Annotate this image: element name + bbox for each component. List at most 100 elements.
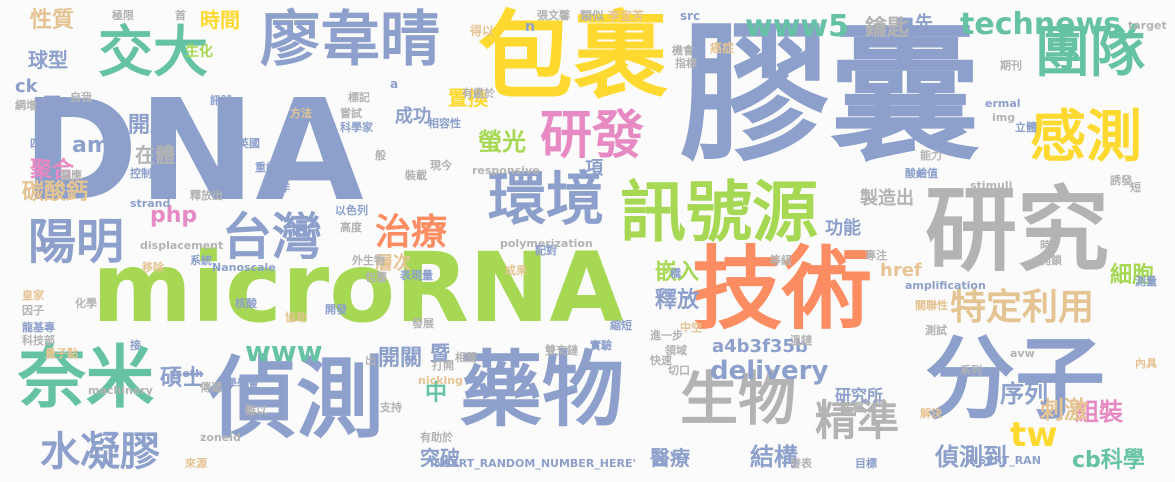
word: 研究 [925, 177, 1110, 284]
word: php [150, 203, 198, 228]
word: 立體 [1015, 121, 1037, 134]
word: 快速 [650, 354, 672, 367]
word: 成果 [505, 264, 527, 277]
word: 切口 [668, 364, 690, 377]
word: 開發 [325, 303, 347, 316]
word: 難以 [245, 404, 267, 417]
word: 般 [375, 149, 386, 162]
word: _blank' [55, 107, 99, 120]
word: 現今 [430, 159, 452, 172]
word: 嘗試 [340, 107, 362, 120]
word: 縮短 [610, 319, 632, 332]
word: ermal [985, 97, 1021, 110]
word: 項 [585, 158, 603, 179]
word: 標記 [348, 91, 370, 104]
word: 偵測到 [935, 443, 1007, 471]
word: 在體 [135, 143, 175, 167]
word: 暨 [430, 341, 450, 365]
word: 以色列 [335, 204, 368, 217]
word: 四 [30, 137, 41, 150]
word: 先 [915, 13, 933, 34]
word: 包裹 [478, 2, 669, 112]
word: 出 [365, 354, 376, 367]
word: 審應 [60, 169, 82, 182]
word: 關聯性 [915, 299, 948, 312]
word: 皇家 [22, 289, 44, 302]
word: cb科學 [1072, 448, 1145, 473]
word: 等級 [770, 254, 792, 267]
word: 專注 [865, 249, 887, 262]
word: 英國 [238, 137, 260, 150]
word: 精準 [815, 396, 900, 445]
word: 量子點 [45, 347, 78, 360]
word: 特定利用 [950, 287, 1095, 328]
word: 置換 [448, 86, 488, 110]
word: www5 [745, 9, 850, 44]
word: ck [15, 76, 38, 97]
word: img [992, 111, 1016, 124]
word: 核酸 [235, 297, 257, 310]
word: 陽明 [28, 214, 125, 270]
word: 來源 [185, 457, 207, 470]
word: 水凝膠 [40, 429, 160, 475]
word: 訊號源 [620, 174, 818, 251]
word: 交大 [98, 20, 209, 84]
word: src [680, 9, 701, 23]
word: href [880, 260, 922, 281]
word: 實驗 [590, 339, 612, 352]
word: amplification [905, 279, 986, 292]
word: 李宜芳 [608, 9, 645, 23]
word: 橋 [670, 267, 681, 280]
word: 龍基專 [22, 321, 55, 334]
word: 層次 [375, 253, 411, 274]
word: technews [960, 7, 1122, 42]
word: 螢光 [478, 128, 526, 156]
word: 機會 [672, 44, 694, 57]
word: 團隊 [1035, 20, 1146, 84]
word: www [245, 335, 323, 368]
word: 發展 [412, 317, 434, 330]
word: 化學 [75, 297, 97, 310]
word: a [390, 77, 399, 91]
word: INSERT_RAN [965, 454, 1041, 467]
word: 領域 [665, 344, 687, 357]
word: 控制 [130, 167, 152, 180]
word: 雙交鏈 [545, 344, 578, 357]
word: 首 [175, 9, 186, 22]
word: Nanoscale [212, 261, 276, 274]
word: 溫鏈 [790, 334, 812, 347]
word: 測試 [925, 324, 947, 337]
word: 相容性 [428, 117, 461, 130]
word: 短 [1130, 181, 1141, 194]
word: 合作 [268, 181, 290, 194]
word: 傳遞 [200, 381, 222, 394]
word: 台灣 [222, 208, 322, 266]
word: responsive [472, 164, 540, 177]
word: 外生物 [352, 254, 385, 267]
word: 化學學會 [215, 377, 259, 390]
word: 張文馨 [537, 9, 570, 22]
word: 癌症 [710, 41, 735, 55]
word: 開關 [378, 346, 423, 371]
word: 層 [42, 93, 62, 117]
word: 科學家 [340, 121, 373, 134]
word: 碳酸鈣 [22, 180, 89, 205]
word: 方法 [290, 107, 312, 120]
word: 研究所 [835, 386, 884, 405]
word: 碩士 [160, 366, 205, 391]
word: 生醫 [842, 401, 864, 414]
word: 期刊 [1000, 59, 1022, 72]
word: 醫療 [650, 446, 690, 470]
word: 性質 [30, 8, 75, 33]
word: 細胞 [1110, 263, 1155, 288]
word: 系列 [960, 364, 982, 377]
word: 球型 [28, 48, 68, 72]
word: 重組 [255, 161, 277, 174]
word: 移除 [142, 261, 164, 274]
word: 研發 [540, 106, 645, 166]
word: 中空 [680, 321, 702, 334]
word: 能力 [920, 149, 942, 162]
word: 膠囊 [680, 8, 981, 182]
word: 指標 [675, 57, 697, 70]
word: 分子 [925, 327, 1105, 432]
